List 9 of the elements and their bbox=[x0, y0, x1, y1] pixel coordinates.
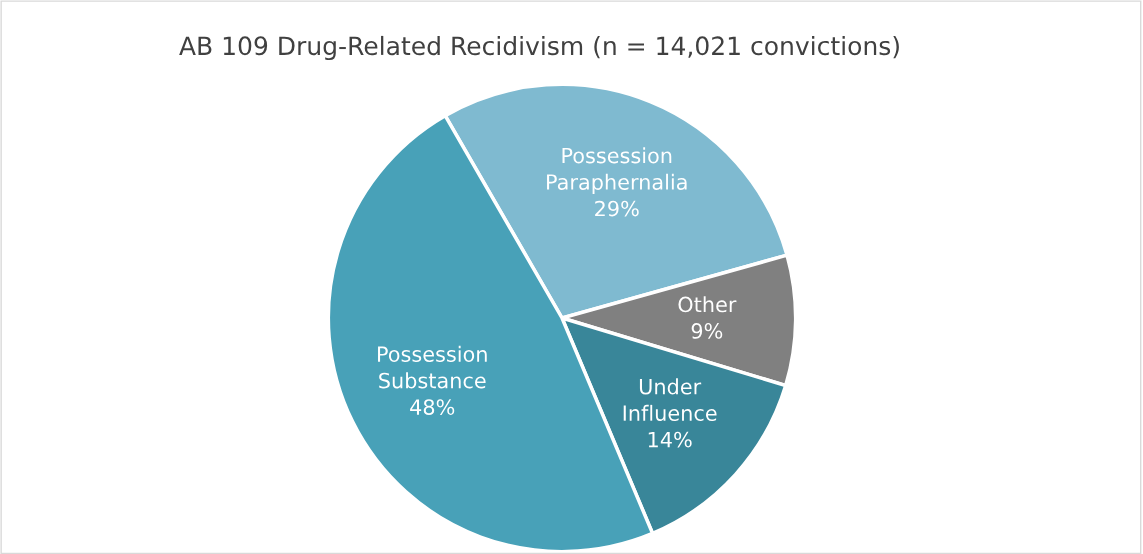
data-label: 29% bbox=[595, 200, 639, 217]
slice-label: Under Influence bbox=[623, 378, 717, 421]
slice-label: Possession Paraphernalia bbox=[547, 147, 687, 194]
data-label: 48% bbox=[410, 399, 455, 415]
slice-label: Other bbox=[678, 296, 737, 313]
data-label: 9% bbox=[691, 323, 723, 339]
data-label: 14% bbox=[648, 431, 692, 448]
chart-title: AB 109 Drug-Related Recidivism (n = 14,021 convictions) bbox=[179, 35, 899, 61]
slice-label: Possession Substance bbox=[378, 345, 487, 389]
